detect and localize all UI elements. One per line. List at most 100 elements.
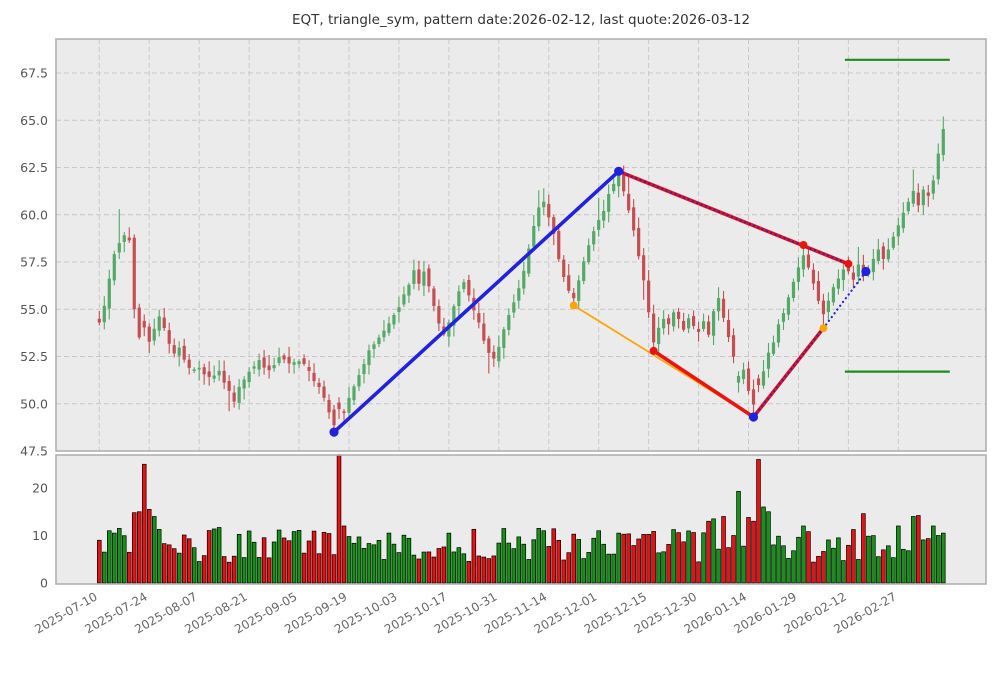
volume-bar: [741, 545, 746, 584]
volume-bar: [921, 539, 926, 584]
candle-body: [736, 376, 741, 383]
candle-body: [796, 267, 801, 282]
candle-body: [746, 368, 751, 391]
candle-body: [771, 342, 776, 354]
volume-bar: [571, 533, 576, 584]
candle-body: [886, 249, 890, 260]
candle-body: [222, 370, 226, 383]
candle-body: [337, 402, 341, 410]
volume-bar: [291, 531, 297, 584]
candle-body: [247, 371, 251, 383]
volume-bar: [576, 539, 581, 584]
candle-body: [841, 269, 846, 281]
candle-body: [457, 291, 461, 307]
candle-body: [562, 259, 566, 277]
candle-body: [232, 392, 236, 402]
candle-body: [487, 338, 491, 353]
volume-bar: [936, 535, 941, 584]
candle-body: [292, 362, 296, 365]
volume-bar: [466, 560, 472, 584]
candle-body: [906, 201, 910, 212]
candle-body: [587, 245, 591, 263]
volume-bar: [821, 551, 826, 584]
volume-bar: [251, 541, 257, 584]
volume-bar: [701, 532, 706, 584]
volume-bar: [141, 463, 147, 584]
volume-bar: [206, 530, 212, 584]
candle-body: [352, 386, 356, 401]
candle-body: [582, 261, 586, 281]
volume-bar: [176, 552, 182, 584]
volume-bar: [816, 555, 821, 584]
candle-body: [152, 328, 156, 341]
candle-body: [482, 323, 486, 341]
candle-body: [137, 307, 141, 338]
candle-body: [921, 189, 925, 206]
candle-body: [412, 270, 416, 284]
candle-body: [342, 411, 346, 414]
volume-bar: [931, 525, 936, 584]
candle-body: [322, 386, 326, 398]
price-tick-label: 47.5: [20, 444, 48, 459]
volume-bar: [686, 530, 691, 584]
volume-tick-label: 0: [40, 576, 48, 591]
candle-body: [751, 389, 756, 405]
candle-body: [257, 360, 261, 370]
candle-body: [417, 269, 421, 284]
pivot-marker-red: [844, 259, 853, 268]
price-tick-label: 52.5: [20, 349, 48, 364]
candle-body: [901, 212, 905, 229]
candle-body: [577, 280, 581, 301]
candle-body: [127, 237, 131, 241]
candle-body: [112, 254, 116, 281]
price-tick-label: 65.0: [20, 113, 48, 128]
candle-body: [941, 128, 945, 155]
volume-bar: [891, 557, 896, 584]
volume-bar: [401, 534, 407, 584]
candle-body: [347, 397, 351, 413]
volume-bar: [506, 542, 512, 584]
candle-body: [776, 324, 781, 343]
candle-body: [267, 365, 271, 371]
candle-body: [302, 358, 306, 364]
volume-bar: [706, 520, 711, 584]
volume-bar: [611, 553, 616, 584]
volume-bar: [476, 555, 482, 584]
candle-body: [447, 322, 451, 337]
volume-tick-label: 10: [32, 528, 48, 543]
candle-body: [612, 183, 616, 192]
candle-body: [217, 370, 221, 376]
volume-bar: [781, 545, 786, 584]
price-panel-background: [56, 39, 986, 451]
volume-bar: [926, 538, 931, 584]
candle-body: [756, 378, 761, 386]
volume-bar: [386, 532, 392, 584]
candle-body: [602, 210, 606, 221]
candle-body: [367, 350, 371, 365]
price-tick-label: 55.0: [20, 302, 48, 317]
candle-body: [402, 294, 406, 305]
volume-bar: [306, 540, 312, 584]
volume-bar: [731, 535, 736, 584]
candle-body: [836, 278, 841, 289]
chart-title: EQT, triangle_sym, pattern date:2026-02-…: [291, 12, 751, 28]
volume-bar: [746, 517, 751, 584]
candle-body: [377, 337, 381, 345]
candle-body: [172, 345, 176, 354]
candle-body: [647, 280, 651, 313]
volume-bar: [186, 538, 192, 584]
candle-body: [711, 311, 716, 336]
volume-bar: [581, 558, 586, 584]
candle-body: [781, 313, 786, 322]
volume-bar: [211, 528, 217, 584]
candle-body: [811, 269, 816, 284]
volume-bar: [866, 535, 871, 584]
volume-bar: [236, 534, 242, 584]
volume-bar: [191, 547, 197, 584]
candle-body: [607, 194, 611, 212]
candle-body: [467, 280, 471, 296]
volume-bar: [586, 552, 591, 584]
candle-body: [691, 316, 696, 326]
candle-body: [177, 347, 181, 356]
